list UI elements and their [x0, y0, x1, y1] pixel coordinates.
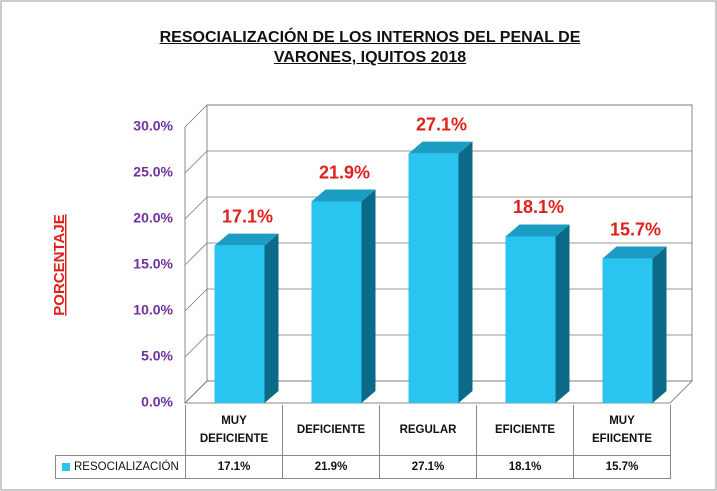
table-value-text: 15.7% [605, 461, 639, 473]
legend-entry: RESOCIALIZACIÓN [55, 455, 186, 479]
grid-line [184, 104, 692, 128]
table-value: 21.9% [282, 455, 380, 479]
value-label: 21.9% [319, 162, 370, 182]
grid-line [184, 196, 692, 220]
x-tick-label-text: MUY DEFICIENTE [199, 415, 269, 445]
value-label: 17.1% [222, 206, 273, 226]
bar [505, 236, 556, 403]
table-value-text: 17.1% [217, 461, 251, 473]
value-label: 18.1% [513, 197, 564, 217]
y-tick-label: 0.0% [141, 394, 173, 410]
bar-top [505, 224, 570, 237]
bar-top [214, 233, 279, 246]
bar [311, 201, 362, 403]
value-label: 27.1% [416, 114, 467, 134]
legend-entry-text: RESOCIALIZACIÓN [74, 461, 179, 473]
table-value-text: 21.9% [314, 461, 348, 473]
bar-top [602, 246, 667, 259]
bar-side [361, 189, 376, 403]
x-tick-label: DEFICIENTE [282, 405, 380, 456]
bar-side [264, 233, 279, 403]
value-label: 15.7% [610, 219, 661, 239]
y-tick-label: 25.0% [133, 164, 173, 180]
table-value: 18.1% [476, 455, 574, 479]
bar-top [311, 189, 376, 202]
y-tick-label: 30.0% [133, 118, 173, 134]
bar [602, 258, 653, 403]
x-tick-label-text: DEFICIENTE [296, 424, 366, 436]
bar-top [408, 141, 473, 154]
x-tick-label-text: MUY EFIICENTE [591, 415, 653, 445]
x-tick-label: MUY EFIICENTE [573, 405, 671, 456]
table-value-text: 27.1% [411, 461, 445, 473]
table-value: 17.1% [185, 455, 283, 479]
y-tick-label: 15.0% [133, 256, 173, 272]
table-value: 27.1% [379, 455, 477, 479]
y-axis-label: PORCENTAJE [51, 214, 68, 315]
bar [408, 153, 459, 403]
x-tick-label: MUY DEFICIENTE [185, 405, 283, 456]
bar-side [555, 224, 570, 403]
chart-title: RESOCIALIZACIÓN DE LOS INTERNOS DEL PENA… [159, 29, 581, 66]
x-tick-label-text: REGULAR [399, 424, 457, 436]
bar [214, 245, 265, 403]
x-tick-label: EFICIENTE [476, 405, 574, 456]
x-tick-label-text: EFICIENTE [494, 424, 556, 436]
bar-side [458, 141, 473, 403]
legend-swatch [62, 463, 70, 471]
y-tick-label: 20.0% [133, 210, 173, 226]
y-tick-label: 5.0% [141, 348, 173, 364]
y-tick-label: 10.0% [133, 302, 173, 318]
table-value-text: 18.1% [508, 461, 542, 473]
x-tick-label: REGULAR [379, 405, 477, 456]
bar-side [652, 246, 667, 403]
grid-line [184, 150, 692, 174]
table-value: 15.7% [573, 455, 671, 479]
